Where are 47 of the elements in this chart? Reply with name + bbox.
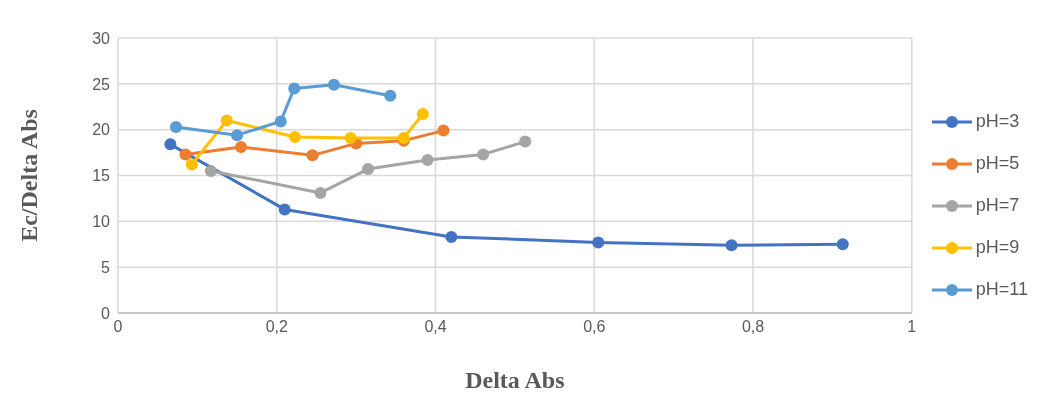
point: [185, 158, 198, 171]
point: [519, 135, 532, 148]
point: [725, 239, 738, 252]
point: [274, 115, 287, 128]
point: [344, 131, 357, 144]
point: [278, 203, 291, 216]
point: [384, 89, 397, 102]
x-tick-label: 0,2: [265, 318, 288, 336]
y-tick-label: 30: [92, 29, 111, 47]
y-tick-label: 5: [101, 258, 111, 276]
point: [592, 236, 605, 249]
point: [836, 238, 849, 251]
x-tick-label: 0: [113, 318, 123, 336]
point: [288, 82, 301, 95]
x-tick-label: 0,8: [741, 318, 765, 336]
point: [421, 153, 434, 166]
point: [306, 149, 319, 162]
point: [231, 129, 244, 142]
point: [235, 141, 248, 154]
point: [204, 164, 217, 177]
y-tick-label: 25: [92, 75, 111, 93]
x-axis-title: Delta Abs: [465, 367, 565, 393]
point: [169, 120, 182, 133]
y-tick-label: 10: [92, 213, 111, 231]
point: [477, 148, 490, 161]
legend-label: pH=7: [975, 195, 1020, 216]
point: [416, 108, 429, 121]
y-tick-label: 0: [101, 304, 111, 322]
point: [289, 131, 302, 143]
y-tick-label: 15: [92, 167, 111, 185]
point: [220, 114, 233, 127]
legend-label: pH=3: [975, 111, 1020, 132]
point: [327, 78, 340, 91]
legend-label: pH=5: [975, 153, 1020, 174]
y-tick-label: 20: [92, 121, 111, 139]
point: [179, 148, 192, 161]
x-tick-label: 1: [907, 318, 917, 336]
point: [314, 186, 327, 199]
point: [437, 124, 450, 137]
point: [362, 163, 375, 176]
point: [164, 138, 177, 151]
x-tick-label: 0,4: [424, 318, 447, 336]
legend-label: pH=11: [975, 279, 1028, 300]
legend-label: pH=9: [975, 237, 1020, 258]
x-tick-label: 0,6: [583, 318, 606, 336]
point: [445, 230, 458, 243]
y-axis-title: Ec/Delta Abs: [15, 109, 42, 242]
